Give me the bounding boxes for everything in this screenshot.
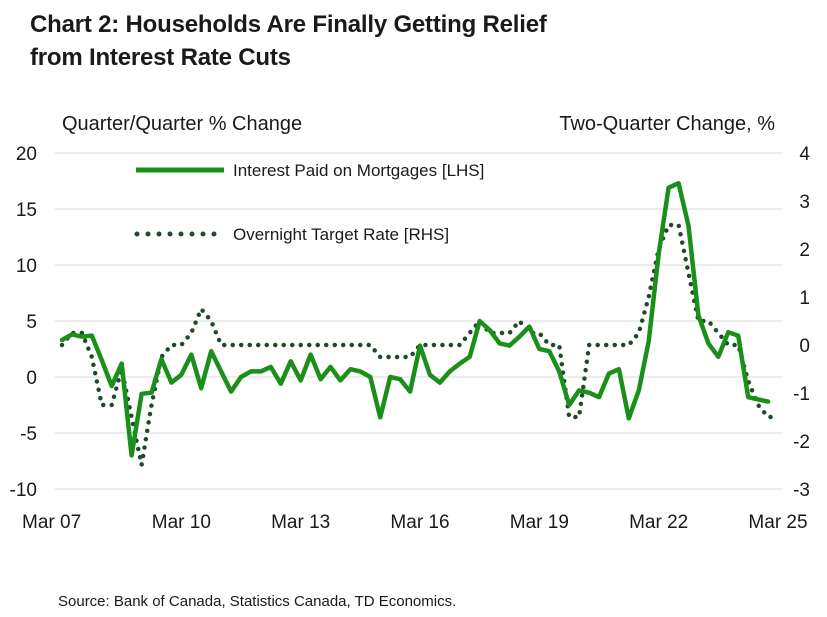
mortgage-interest-line [59, 180, 771, 458]
source-note: Source: Bank of Canada, Statistics Canad… [58, 593, 457, 610]
x-tick-label: Mar 19 [510, 512, 569, 533]
x-tick-label: Mar 10 [152, 512, 211, 533]
left-axis-ticks: 20 15 10 5 0 -5 -10 [10, 144, 37, 501]
right-tick-label: -3 [793, 480, 810, 501]
left-axis-label: Quarter/Quarter % Change [62, 113, 303, 135]
grid-layer [55, 152, 783, 490]
chart-title-line-1: Chart 2: Households Are Finally Getting … [30, 11, 547, 38]
right-tick-label: 1 [799, 288, 810, 309]
legend: Interest Paid on Mortgages [LHS] Overnig… [134, 161, 484, 244]
left-tick-label: 0 [26, 368, 37, 389]
right-tick-label: 0 [799, 336, 810, 357]
legend-label-mortgage: Interest Paid on Mortgages [LHS] [233, 161, 484, 180]
chart-title: Chart 2: Households Are Finally Getting … [30, 8, 547, 74]
series-layer [59, 180, 781, 468]
right-tick-label: 4 [799, 144, 810, 165]
x-tick-label: Mar 13 [271, 512, 330, 533]
legend-label-overnight: Overnight Target Rate [RHS] [233, 225, 449, 244]
right-tick-label: -1 [793, 384, 810, 405]
x-tick-label: Mar 16 [390, 512, 449, 533]
x-tick-label: Mar 22 [629, 512, 688, 533]
left-tick-label: 15 [16, 200, 37, 221]
right-axis-label: Two-Quarter Change, % [559, 113, 775, 135]
right-tick-label: -2 [793, 432, 810, 453]
x-tick-label: Mar 25 [748, 512, 807, 533]
overnight-rate-line [59, 222, 781, 468]
left-tick-label: 20 [16, 144, 37, 165]
left-tick-label: -10 [10, 480, 37, 501]
right-tick-label: 3 [799, 192, 810, 213]
chart-title-line-2: from Interest Rate Cuts [30, 44, 291, 71]
left-tick-label: -5 [20, 424, 37, 445]
left-tick-label: 5 [26, 312, 37, 333]
left-tick-label: 10 [16, 256, 37, 277]
right-axis-ticks: 4 3 2 1 0 -1 -2 -3 [793, 144, 810, 501]
x-axis-ticks: Mar 07 Mar 10 Mar 13 Mar 16 Mar 19 Mar 22 Mar … [22, 512, 808, 533]
x-tick-label: Mar 07 [22, 512, 81, 533]
right-tick-label: 2 [799, 240, 810, 261]
